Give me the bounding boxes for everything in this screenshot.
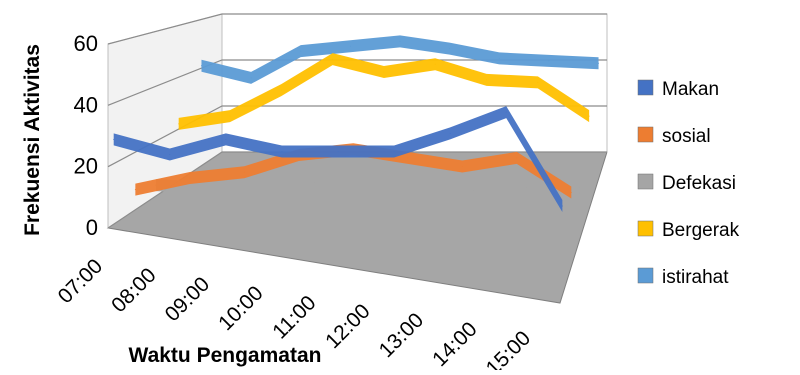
legend-item: sosial bbox=[637, 126, 711, 147]
data-point bbox=[516, 157, 518, 159]
data-point bbox=[281, 151, 283, 153]
y-axis-title: Frekuensi Aktivitas bbox=[21, 44, 44, 236]
y-tick-label: 40 bbox=[74, 92, 98, 117]
legend-item: Defekasi bbox=[637, 173, 736, 194]
x-tick-label: 14:00 bbox=[428, 318, 481, 370]
data-point bbox=[349, 45, 351, 47]
data-point bbox=[570, 191, 572, 193]
data-point bbox=[449, 132, 451, 134]
data-point bbox=[537, 81, 539, 83]
data-point bbox=[332, 58, 334, 60]
y-tick-label: 20 bbox=[74, 154, 98, 179]
data-point bbox=[261, 184, 263, 186]
x-tick-label: 08:00 bbox=[107, 264, 160, 317]
series-line bbox=[113, 106, 563, 213]
x-tick-label: 11:00 bbox=[268, 291, 320, 343]
data-point bbox=[208, 187, 210, 189]
x-tick-label: 15:00 bbox=[482, 327, 535, 370]
data-point bbox=[229, 115, 231, 117]
series-istirahat-ribbon bbox=[200, 35, 600, 84]
data-point bbox=[579, 192, 581, 194]
gridline bbox=[107, 13, 607, 45]
y-tick-label: 0 bbox=[86, 215, 98, 240]
data-point bbox=[449, 48, 451, 50]
data-point bbox=[169, 154, 171, 156]
data-point bbox=[225, 138, 227, 140]
data-point bbox=[280, 89, 282, 91]
x-tick-label: 12:00 bbox=[321, 300, 374, 353]
data-point bbox=[134, 189, 136, 191]
data-point bbox=[300, 50, 302, 52]
data-point bbox=[548, 60, 550, 62]
data-point bbox=[420, 184, 422, 186]
legend-label: sosial bbox=[662, 126, 711, 147]
y-tick-label: 60 bbox=[74, 31, 98, 56]
data-point bbox=[561, 205, 563, 207]
data-point bbox=[526, 187, 528, 189]
data-point bbox=[473, 190, 475, 192]
chart-back-wall bbox=[221, 13, 608, 153]
legend: Makan sosial Defekasi Bergerak istirahat bbox=[637, 79, 740, 288]
data-point bbox=[189, 177, 191, 179]
series-bergerak-ribbon bbox=[178, 53, 590, 130]
legend-label: Makan bbox=[662, 79, 719, 100]
data-point bbox=[434, 63, 436, 65]
x-tick-label: 07:00 bbox=[54, 255, 107, 308]
legend-label: istirahat bbox=[662, 267, 729, 288]
data-point bbox=[250, 77, 252, 79]
legend-item: istirahat bbox=[637, 267, 729, 288]
data-point bbox=[598, 62, 600, 64]
data-point bbox=[178, 123, 180, 125]
x-tick-label: 09:00 bbox=[161, 273, 214, 326]
data-point bbox=[498, 57, 500, 59]
series-makan-ribbon bbox=[113, 106, 563, 213]
data-point bbox=[486, 79, 488, 81]
x-tick-label: 13:00 bbox=[375, 309, 428, 362]
legend-item: Bergerak bbox=[637, 220, 740, 241]
data-point bbox=[113, 138, 115, 140]
data-point bbox=[505, 111, 507, 113]
data-point bbox=[383, 71, 385, 73]
data-point bbox=[399, 40, 401, 42]
legend-swatch bbox=[637, 79, 654, 96]
legend-swatch bbox=[637, 126, 654, 143]
data-point bbox=[243, 171, 245, 173]
legend-item: Makan bbox=[637, 79, 719, 100]
data-point bbox=[461, 166, 463, 168]
data-point bbox=[200, 65, 202, 67]
series-line bbox=[201, 35, 599, 84]
x-tick-label: 10:00 bbox=[214, 282, 267, 335]
gridline bbox=[107, 151, 607, 229]
legend-swatch bbox=[637, 220, 654, 237]
series-ribbons bbox=[113, 35, 600, 213]
data-point bbox=[337, 151, 339, 153]
data-point bbox=[407, 157, 409, 159]
legend-swatch bbox=[637, 267, 654, 284]
legend-label: Bergerak bbox=[662, 220, 740, 241]
legend-label: Defekasi bbox=[662, 173, 736, 194]
series-line bbox=[178, 53, 590, 130]
data-point bbox=[393, 151, 395, 153]
data-point bbox=[588, 115, 590, 117]
data-point bbox=[367, 187, 369, 189]
y-axis-ticks: 0 20 40 60 bbox=[74, 31, 98, 240]
x-axis-title: Waktu Pengamatan bbox=[129, 344, 322, 367]
legend-swatch bbox=[637, 173, 654, 190]
data-point bbox=[314, 181, 316, 183]
